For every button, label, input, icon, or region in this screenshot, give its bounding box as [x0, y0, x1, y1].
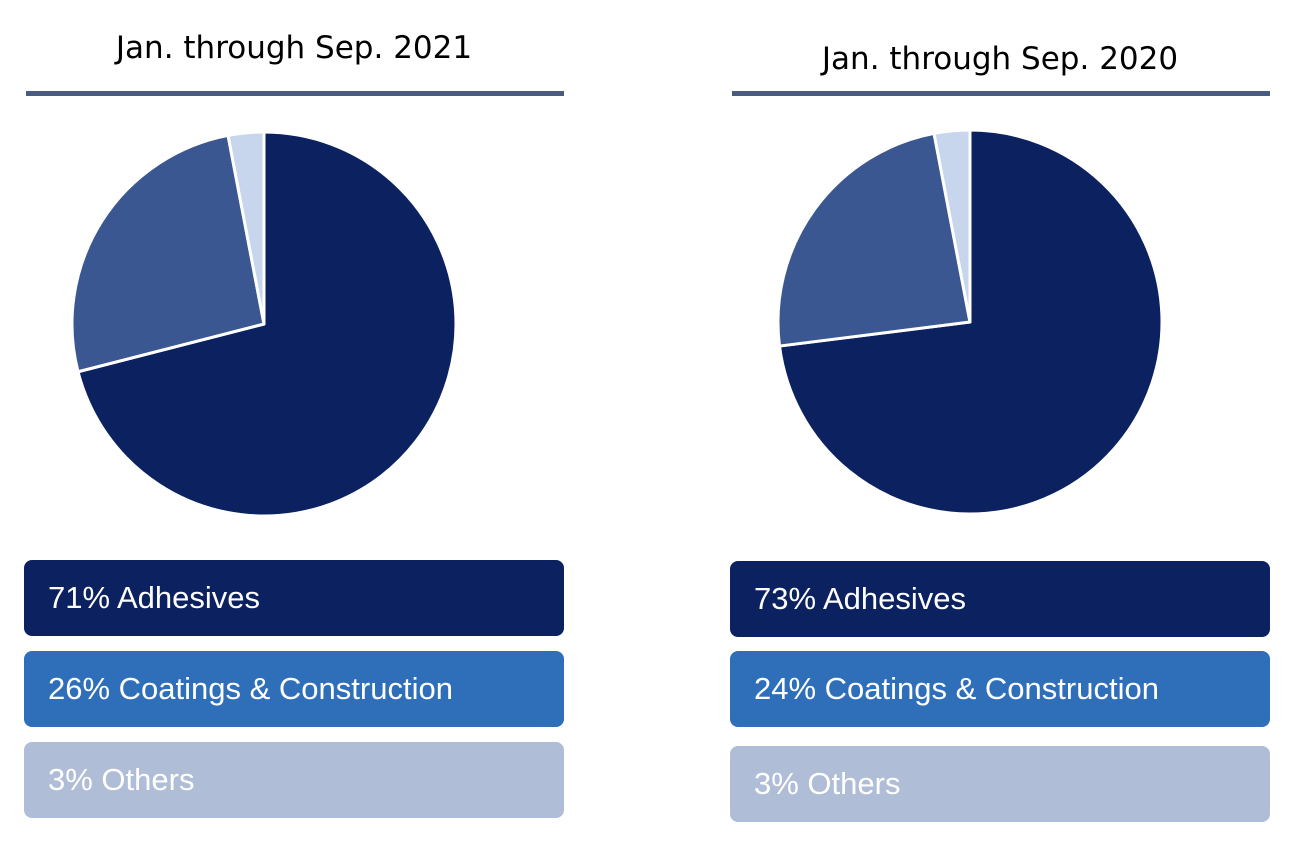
pie-slice-adhesives	[76, 130, 458, 518]
chart-title: Jan. through Sep. 2021	[115, 30, 473, 66]
legend-item-others: 3% Others	[730, 746, 1270, 822]
legend-item-adhesives: 73% Adhesives	[730, 561, 1270, 637]
pie-panel-2020: Jan. through Sep. 2020 73% Adhesives 24%…	[730, 0, 1270, 862]
pie-chart	[70, 130, 458, 518]
pie-slice-others	[932, 128, 972, 324]
legend-item-coatings-construction: 26% Coatings & Construction	[24, 651, 564, 727]
legend-item-coatings-construction: 24% Coatings & Construction	[730, 651, 1270, 727]
title-underline	[26, 91, 564, 96]
chart-title: Jan. through Sep. 2020	[821, 41, 1179, 77]
pie-slice-others	[226, 130, 266, 326]
legend-item-adhesives: 71% Adhesives	[24, 560, 564, 636]
title-underline	[732, 91, 1270, 96]
legend-item-others: 3% Others	[24, 742, 564, 818]
pie-panel-2021: Jan. through Sep. 2021 71% Adhesives 26%…	[24, 0, 564, 862]
pie-chart	[776, 128, 1164, 516]
pie-slice-coatings-construction	[776, 131, 972, 348]
pie-slice-coatings-construction	[70, 133, 266, 374]
